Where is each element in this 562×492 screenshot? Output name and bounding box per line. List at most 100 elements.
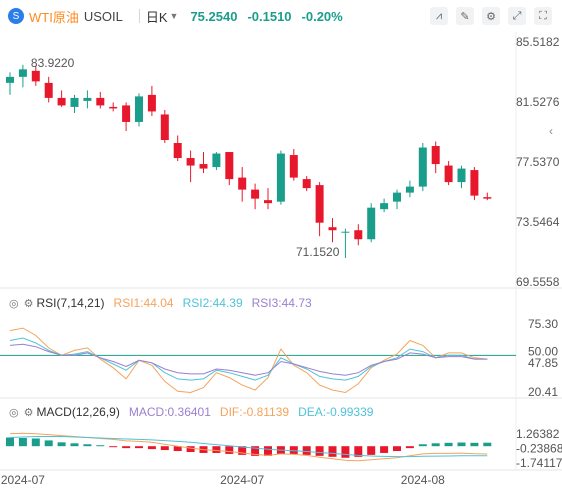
header-divider <box>138 9 140 23</box>
macd-histogram-bar <box>354 446 363 457</box>
candle-body <box>367 207 376 240</box>
candle-body <box>315 185 324 223</box>
rsi2-line <box>9 337 488 381</box>
candle-body <box>173 143 182 159</box>
candle-body <box>341 231 350 233</box>
gear-icon[interactable]: ⚙ <box>23 297 34 310</box>
y-tick-label: 77.5370 <box>516 155 560 169</box>
macd-histogram-bar <box>393 446 401 452</box>
settings-icon[interactable]: ⚙ <box>482 7 500 25</box>
macd-histogram-bar <box>380 446 389 453</box>
candle-body <box>83 97 92 101</box>
rsi-tick-label: 20.41 <box>528 385 558 399</box>
candle-body <box>289 155 298 178</box>
macd-histogram-bar <box>238 446 247 455</box>
x-tick-label: 2024-07 <box>220 473 264 487</box>
candle-body <box>31 70 40 82</box>
candle-body <box>96 97 105 106</box>
candle-body <box>380 203 389 210</box>
macd-histogram-bar <box>6 437 14 447</box>
rsi1-label: RSI1:44.04 <box>113 296 174 310</box>
macd-histogram-bar <box>173 446 182 452</box>
y-tick-label: 85.5182 <box>516 35 560 49</box>
chevron-down-icon[interactable]: ▼ <box>169 11 179 21</box>
candle-body <box>225 152 234 180</box>
macd-label: MACD:0.36401 <box>128 405 211 419</box>
macd-histogram-bar <box>225 446 234 454</box>
candle-body <box>328 227 337 231</box>
x-tick-label: 2024-08 <box>401 473 445 487</box>
draw-icon[interactable]: ✎ <box>456 7 474 25</box>
macd-histogram-bar <box>57 442 66 447</box>
interval-selector[interactable]: 日K <box>145 9 168 25</box>
dea-label: DEA:-0.99339 <box>298 405 374 419</box>
candle-body <box>264 200 272 204</box>
candle-body <box>18 69 27 77</box>
macd-histogram-bar <box>147 446 156 450</box>
candle-body <box>186 158 195 166</box>
rsi3-label: RSI3:44.73 <box>251 296 312 310</box>
chart-header: S WTI原油 USOIL 日K ▼ 75.2540 -0.1510 -0.20… <box>0 0 562 32</box>
macd-histogram-bar <box>186 446 195 452</box>
rsi-tick-label: 75.30 <box>528 317 558 331</box>
candle-body <box>276 153 285 202</box>
symbol-name[interactable]: WTI原油 <box>29 9 79 25</box>
chevron-left-icon[interactable]: ‹ <box>549 124 553 138</box>
expand-icon[interactable]: ⛶ <box>534 7 552 25</box>
price-change: -0.1510 <box>247 8 292 24</box>
rsi-name: RSI(7,14,21) <box>36 296 105 310</box>
macd-tick-label: -0.23868 <box>516 442 562 456</box>
candle-body <box>354 230 363 240</box>
candle-body <box>457 168 466 183</box>
candle-body <box>44 82 53 98</box>
macd-histogram-bar <box>122 446 131 449</box>
y-tick-label: 69.5558 <box>516 275 560 289</box>
macd-histogram-bar <box>31 438 40 447</box>
macd-histogram-bar <box>341 446 350 458</box>
rsi2-label: RSI2:44.39 <box>182 296 243 310</box>
indicator-icon[interactable]: ⩘ <box>430 7 448 25</box>
candle-body <box>444 165 453 183</box>
y-tick-label: 81.5276 <box>516 95 560 109</box>
macd-histogram-bar <box>418 444 427 447</box>
macd-histogram-bar <box>83 444 92 447</box>
macd-tick-label: -1.74117 <box>516 456 562 470</box>
rsi-legend: ◎ ⚙ RSI(7,14,21) RSI1:44.04 RSI2:44.39 R… <box>0 294 312 312</box>
price-change-pct: -0.20% <box>301 8 343 24</box>
candle-body <box>6 76 14 83</box>
macd-name: MACD(12,26,9) <box>36 405 120 419</box>
low-annotation: 71.1520 <box>296 245 340 259</box>
macd-histogram-bar <box>18 437 27 447</box>
high-annotation: 83.9220 <box>31 56 75 70</box>
y-tick-label: 73.5464 <box>516 215 560 229</box>
macd-histogram-bar <box>251 446 260 456</box>
macd-histogram-bar <box>367 446 376 455</box>
macd-histogram-bar <box>135 446 143 449</box>
rsi3-line <box>9 343 488 376</box>
macd-histogram-bar <box>483 442 492 447</box>
dea-line <box>9 436 488 458</box>
gear-icon[interactable]: ⚙ <box>23 406 34 419</box>
macd-histogram-bar <box>212 446 221 453</box>
candle-body <box>418 147 427 187</box>
macd-histogram-bar <box>109 446 118 448</box>
rsi-tick-label: 47.85 <box>528 356 558 370</box>
candle-body <box>470 170 479 196</box>
eye-icon[interactable]: ◎ <box>9 297 19 310</box>
symbol-logo-icon: S <box>8 8 24 24</box>
candle-body <box>238 177 247 190</box>
macd-histogram-bar <box>470 442 479 447</box>
macd-histogram-bar <box>444 442 453 447</box>
candle-body <box>147 94 156 112</box>
eye-icon[interactable]: ◎ <box>9 406 19 419</box>
symbol-code: USOIL <box>83 8 123 24</box>
rsi1-line <box>9 327 488 394</box>
macd-histogram-bar <box>328 446 337 457</box>
macd-histogram-bar <box>457 442 466 447</box>
macd-histogram-bar <box>405 446 414 449</box>
fullscreen-icon[interactable]: ⤢ <box>508 7 526 25</box>
macd-histogram-bar <box>289 446 298 454</box>
last-price: 75.2540 <box>190 8 238 24</box>
candle-body <box>70 97 79 107</box>
